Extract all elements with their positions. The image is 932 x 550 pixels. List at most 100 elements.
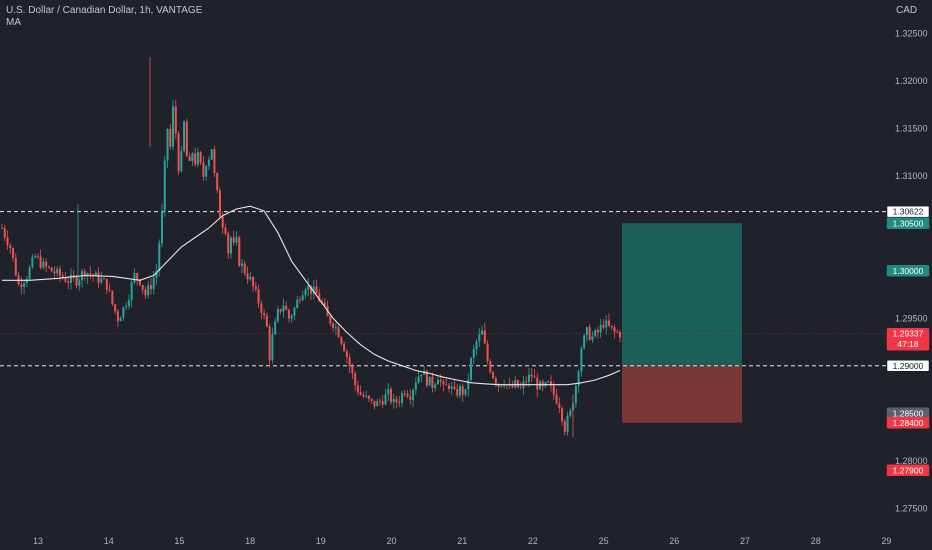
- candle-body: [50, 267, 53, 272]
- candle-body: [442, 381, 445, 385]
- price-label: 1.28500: [893, 408, 924, 418]
- candle-body: [1, 228, 3, 229]
- candle-body: [86, 273, 89, 277]
- candle-body: [555, 394, 558, 404]
- candle-body: [279, 309, 282, 312]
- price-label-bg: [886, 417, 930, 429]
- candle-body: [301, 295, 304, 301]
- candle-body: [287, 309, 290, 319]
- candle-body: [149, 285, 152, 290]
- y-tick-label: 1.32000: [895, 76, 928, 86]
- candle-body: [354, 373, 357, 386]
- candle-body: [392, 399, 395, 403]
- indicator-label[interactable]: MA: [6, 17, 21, 28]
- candle-body: [34, 255, 37, 258]
- currency-label: CAD: [896, 5, 918, 16]
- candle-body: [268, 326, 271, 361]
- candle-body: [458, 386, 461, 396]
- price-label-bg: [886, 327, 930, 351]
- candle-body: [417, 376, 420, 383]
- x-tick-label: 18: [245, 536, 255, 546]
- candle-body: [125, 306, 128, 308]
- candle-body: [492, 372, 495, 379]
- x-tick-label: 27: [740, 536, 750, 546]
- candle-body: [343, 343, 346, 352]
- candle-body: [257, 289, 260, 304]
- symbol-title: U.S. Dollar / Canadian Dollar, 1h, VANTA…: [6, 5, 203, 16]
- candle-body: [58, 268, 61, 276]
- candle-body: [312, 286, 315, 294]
- candle-body: [138, 279, 141, 286]
- candle-body: [45, 261, 48, 267]
- candle-body: [425, 371, 428, 386]
- price-label: 1.28400: [893, 418, 924, 428]
- candle-body: [384, 394, 387, 405]
- candle-body: [370, 398, 373, 401]
- candle-body: [174, 106, 177, 134]
- candle-body: [616, 331, 619, 333]
- candle-body: [94, 272, 97, 276]
- candle-body: [536, 377, 539, 390]
- candle-body: [194, 153, 197, 165]
- candle-body: [100, 278, 103, 283]
- candle-body: [260, 303, 263, 314]
- y-tick-label: 1.27500: [895, 503, 928, 513]
- candle-body: [185, 121, 188, 157]
- candle-body: [605, 320, 608, 328]
- candle-body: [351, 366, 354, 374]
- candle-body: [20, 284, 23, 287]
- candle-body: [163, 160, 166, 211]
- candle-body: [431, 376, 434, 388]
- candle-body: [453, 386, 456, 389]
- candle-body: [456, 388, 459, 396]
- candle-body: [172, 106, 175, 147]
- price-label-bg: [886, 265, 930, 277]
- candle-body: [315, 286, 318, 294]
- candle-body: [577, 371, 580, 386]
- x-tick-label: 20: [386, 536, 396, 546]
- candle-body: [141, 285, 144, 290]
- candle-body: [42, 261, 45, 268]
- candle-body: [161, 210, 164, 244]
- candle-body: [229, 237, 232, 254]
- candle-body: [304, 289, 307, 296]
- price-label: 1.29337: [893, 329, 924, 339]
- candle-body: [56, 268, 59, 274]
- candle-body: [387, 388, 390, 395]
- candle-body: [147, 285, 150, 296]
- candle-body: [39, 256, 42, 268]
- candle-body: [376, 401, 379, 407]
- candle-body: [447, 385, 450, 389]
- candle-body: [169, 128, 172, 147]
- candle-body: [483, 330, 486, 344]
- candle-body: [500, 386, 503, 387]
- candle-body: [114, 304, 117, 312]
- candle-body: [285, 305, 288, 310]
- candle-body: [362, 394, 365, 397]
- candle-body: [345, 351, 348, 358]
- price-label: 1.30500: [893, 218, 924, 228]
- candle-body: [9, 245, 12, 249]
- candle-body: [470, 358, 473, 380]
- candle-body: [188, 156, 191, 162]
- candle-body: [196, 152, 199, 165]
- candle-body: [6, 237, 9, 246]
- candle-body: [530, 374, 533, 377]
- candle-body: [569, 410, 572, 416]
- candle-body: [445, 384, 448, 386]
- candle-body: [207, 159, 210, 167]
- candle-body: [97, 272, 100, 283]
- candle-body: [155, 271, 158, 278]
- stop-zone: [622, 365, 742, 423]
- candle-body: [246, 273, 249, 280]
- candle-body: [89, 273, 92, 275]
- candle-body: [25, 279, 28, 283]
- candle-body: [599, 324, 602, 333]
- candle-body: [580, 348, 583, 372]
- candle-body: [293, 307, 296, 316]
- y-tick-label: 1.31500: [895, 123, 928, 133]
- price-label-bg: [886, 217, 930, 229]
- candle-body: [610, 325, 613, 328]
